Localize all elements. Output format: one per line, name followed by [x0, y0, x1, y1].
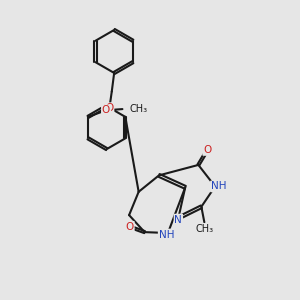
Text: O: O — [102, 105, 110, 115]
Text: O: O — [126, 222, 134, 232]
Text: N: N — [175, 214, 182, 225]
Text: CH₃: CH₃ — [195, 224, 213, 234]
Text: O: O — [105, 103, 113, 113]
Text: NH: NH — [211, 182, 226, 191]
Text: O: O — [203, 145, 212, 155]
Text: NH: NH — [159, 230, 174, 239]
Text: CH₃: CH₃ — [130, 104, 148, 114]
